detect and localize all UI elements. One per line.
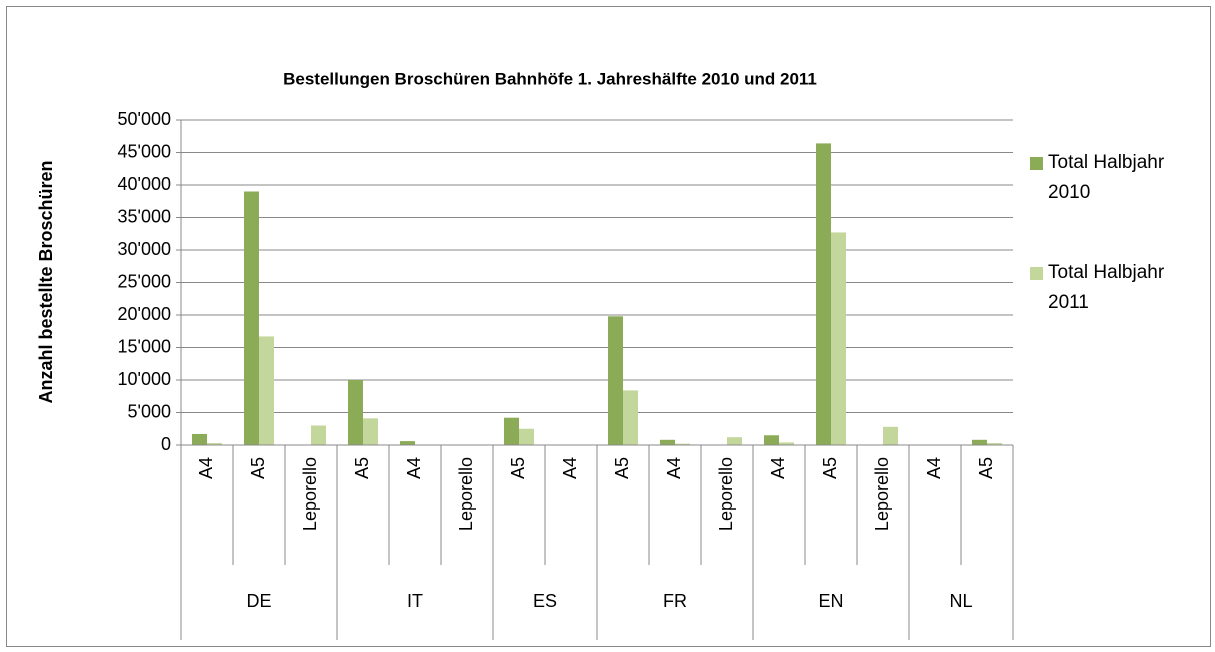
y-tick-label: 15'000: [118, 336, 172, 356]
x-tick-label: A5: [820, 457, 840, 479]
y-tick-label: 25'000: [118, 271, 172, 291]
group-label: EN: [818, 591, 843, 611]
y-tick-label: 30'000: [118, 239, 172, 259]
bar: [311, 425, 326, 445]
group-label: DE: [246, 591, 271, 611]
bar: [660, 439, 675, 445]
bar: [727, 437, 742, 445]
x-tick-label: A5: [612, 457, 632, 479]
x-tick-label: A4: [560, 457, 580, 479]
bar: [192, 433, 207, 445]
bar: [623, 390, 638, 445]
chart-title: Bestellungen Broschüren Bahnhöfe 1. Jahr…: [283, 69, 817, 88]
legend-swatch: [1030, 267, 1043, 280]
y-tick-label: 35'000: [118, 206, 172, 226]
y-tick-label: 10'000: [118, 369, 172, 389]
bar: [519, 428, 534, 445]
bar: [779, 442, 794, 445]
x-tick-label: A5: [508, 457, 528, 479]
group-label: IT: [407, 591, 423, 611]
y-tick-label: 0: [161, 434, 171, 454]
legend-swatch: [1030, 157, 1043, 170]
x-tick-label: Leporello: [716, 457, 736, 531]
group-label: FR: [663, 591, 687, 611]
x-tick-label: A4: [664, 457, 684, 479]
bar: [831, 232, 846, 445]
bar: [987, 443, 1002, 445]
bar: [675, 443, 690, 445]
x-tick-label: A4: [404, 457, 424, 479]
x-tick-label: A4: [196, 457, 216, 479]
y-axis-title: Anzahl bestellte Broschüren: [36, 160, 56, 403]
legend-label: Total Halbjahr 2010: [1048, 152, 1165, 203]
y-tick-label: 20'000: [118, 304, 172, 324]
x-tick-label: Leporello: [300, 457, 320, 531]
bar: [972, 439, 987, 445]
bar: [816, 143, 831, 445]
group-label: NL: [949, 591, 972, 611]
y-tick-label: 40'000: [118, 174, 172, 194]
bar: [244, 191, 259, 445]
y-tick-label: 45'000: [118, 141, 172, 161]
bar: [363, 418, 378, 445]
x-tick-label: Leporello: [456, 457, 476, 531]
bar: [400, 441, 415, 445]
y-tick-label: 5'000: [128, 401, 171, 421]
bar: [883, 426, 898, 445]
x-tick-label: A4: [768, 457, 788, 479]
bar: [504, 417, 519, 445]
bar: [207, 443, 222, 445]
y-tick-label: 50'000: [118, 109, 172, 129]
x-tick-label: A5: [976, 457, 996, 479]
legend-label: Total Halbjahr 2011: [1048, 262, 1165, 313]
bar: [348, 380, 363, 445]
bar: [608, 316, 623, 445]
x-tick-label: A4: [924, 457, 944, 479]
bar: [259, 336, 274, 445]
x-tick-label: A5: [352, 457, 372, 479]
bar: [764, 435, 779, 445]
x-tick-label: A5: [248, 457, 268, 479]
x-tick-label: Leporello: [872, 457, 892, 531]
group-label: ES: [533, 591, 557, 611]
